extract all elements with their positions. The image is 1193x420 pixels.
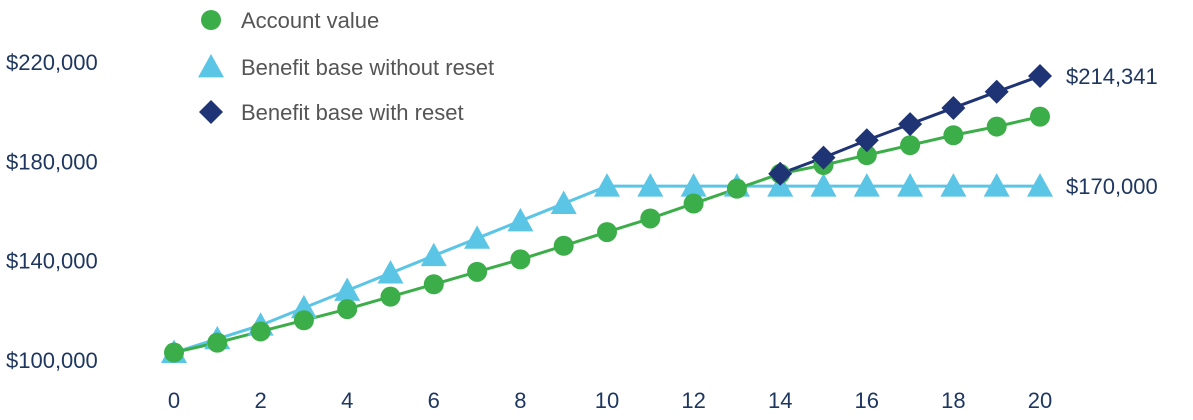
x-tick-label: 2 [254,388,266,413]
benefit-base-without-reset-point [334,277,361,301]
benefit-base-without-reset-point [420,242,447,267]
account-value-point [207,332,228,353]
account-value-markers [164,106,1050,363]
benefit-base-with-reset-point [811,145,836,170]
benefit-base-without-reset-point [810,173,837,197]
benefit-base-with-reset-point [1028,64,1052,89]
legend-item-account-value: Account value [201,8,379,33]
account-value-point [856,145,877,166]
benefit-base-without-reset-point [377,260,404,284]
account-value-point [986,116,1007,137]
y-tick-label: $220,000 [6,50,98,75]
x-tick-label: 8 [514,388,526,413]
benefit-base-without-reset-point [637,173,664,197]
benefit-base-without-reset-point [983,173,1010,197]
benefit-base-without-reset-point [594,173,620,197]
y-tick-label: $140,000 [6,249,98,274]
benefit-base-with-reset-markers [768,64,1052,186]
y-tick-label: $180,000 [6,149,98,174]
account-value-point [510,249,531,270]
end-value-labels: $214,341 $170,000 [1066,64,1158,199]
account-value-point [250,321,271,342]
account-value-point [467,261,488,282]
benefit-base-with-reset-point [854,128,879,153]
x-tick-label: 6 [428,388,440,413]
legend-label: Benefit base without reset [241,55,494,80]
x-tick-label: 4 [341,388,353,413]
account-value-point [640,208,661,229]
account-value-point [293,310,314,331]
account-value-point [683,193,704,214]
benefit-base-without-reset-markers [161,173,1053,363]
legend-item-benefit-base-with-reset: Benefit base with reset [199,100,464,125]
legend: Account value Benefit base without reset B… [198,8,494,125]
account-value-point [337,299,358,320]
benefit-base-with-reset-point [941,95,966,120]
legend-item-benefit-base-without-reset: Benefit base without reset [198,54,494,80]
account-value-point [900,135,921,156]
benefit-base-without-reset-point [1027,173,1053,197]
benefit-base-without-reset-point [853,173,880,197]
x-tick-label: 18 [941,388,965,413]
account-value-point [597,222,617,243]
legend-triangle-icon [198,54,224,78]
x-tick-label: 14 [768,388,792,413]
benefit-base-without-reset-point [507,207,534,232]
benefit-base-with-reset-point [984,79,1009,104]
benefit-base-without-reset-point [550,190,577,214]
legend-label: Account value [241,8,379,33]
benefit-base-with-reset-point [768,161,793,186]
account-value-point [423,274,444,295]
benefit-base-without-reset-point [897,173,924,197]
series-markers [161,64,1053,363]
account-value-point [943,125,964,146]
legend-diamond-icon [199,100,223,124]
x-tick-label: 10 [595,388,619,413]
benefit-base-without-reset-point [464,225,491,249]
x-tick-label: 0 [168,388,180,413]
legend-label: Benefit base with reset [241,100,464,125]
account-value-point [1030,106,1050,127]
benefit-base-without-reset-point [940,173,967,197]
end-value-label-benefit-base-with-reset: $214,341 [1066,64,1158,89]
x-tick-label: 20 [1028,388,1052,413]
end-value-label-benefit-base-without-reset: $170,000 [1066,174,1158,199]
account-value-point [380,286,401,307]
x-axis-tick-labels: 0 2 4 6 8 10 12 14 16 18 20 [168,388,1052,413]
x-tick-label: 16 [855,388,879,413]
account-value-point [164,342,184,363]
account-value-point [726,178,747,199]
benefit-base-without-reset-point [680,173,707,197]
y-axis-tick-labels: $100,000 $140,000 $180,000 $220,000 [6,50,98,373]
legend-circle-icon [201,10,221,30]
x-tick-label: 12 [681,388,705,413]
benefit-base-with-reset-point [898,112,923,137]
y-tick-label: $100,000 [6,348,98,373]
account-value-point [553,235,574,256]
benefit-base-without-reset-point [290,294,317,319]
